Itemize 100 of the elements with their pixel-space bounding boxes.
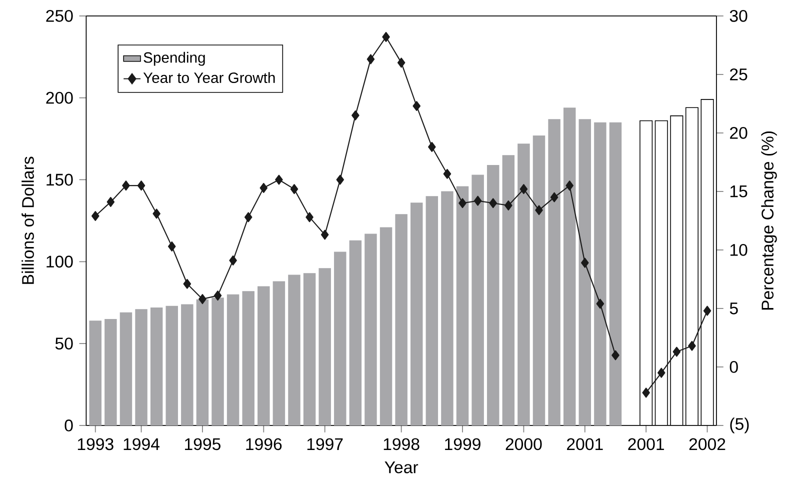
- x-tick-label: 1998: [384, 438, 420, 450]
- point: [612, 350, 620, 360]
- bar: [303, 273, 316, 426]
- bar: [578, 119, 592, 426]
- y-tick-label: 200: [46, 92, 73, 104]
- bar: [456, 186, 469, 426]
- x-tick-label: 1994: [124, 438, 160, 450]
- bar: [226, 294, 240, 426]
- x-tick-label: 1993: [78, 438, 114, 450]
- point: [91, 210, 100, 221]
- point: [275, 174, 283, 185]
- point: [688, 340, 696, 351]
- y-tick-label: 150: [46, 174, 73, 186]
- bar: [318, 268, 331, 426]
- bar: [166, 306, 178, 426]
- point: [672, 346, 681, 357]
- point: [366, 54, 375, 64]
- point: [229, 255, 237, 266]
- bar: [258, 286, 270, 426]
- x-tick-label: 1997: [307, 438, 343, 450]
- y-tick-label: 250: [46, 10, 73, 22]
- bar: [518, 144, 530, 426]
- bar: [548, 119, 560, 426]
- point: [412, 100, 421, 111]
- bar: [426, 196, 438, 426]
- legend-label: Spending: [144, 52, 205, 66]
- point: [183, 278, 192, 289]
- point: [382, 32, 390, 42]
- point: [306, 212, 314, 222]
- point: [122, 180, 130, 191]
- bar: [364, 234, 377, 426]
- bar: [135, 309, 148, 426]
- y2-tick-label: 0: [730, 360, 738, 373]
- bar: [272, 281, 286, 426]
- bar: [486, 164, 500, 426]
- y2-tick-label: 30: [730, 10, 748, 22]
- point: [550, 192, 558, 202]
- point: [443, 168, 452, 179]
- y-tick-label: 50: [55, 338, 73, 350]
- x-tick-label: 1999: [445, 438, 480, 450]
- bar: [89, 320, 102, 426]
- bar: [410, 202, 423, 426]
- y-axis-title: Billions of Dollars: [22, 156, 34, 284]
- bar: [594, 122, 606, 426]
- y-tick-label: 100: [46, 256, 73, 268]
- bar: [609, 122, 622, 426]
- x-axis-title: Year: [384, 462, 418, 474]
- point: [336, 174, 344, 185]
- bar: [242, 291, 254, 426]
- legend-label: Year to Year Growth: [143, 72, 275, 83]
- point: [642, 388, 650, 398]
- bar: [532, 135, 546, 426]
- y2-tick-label: 15: [730, 186, 748, 198]
- bar: [349, 240, 362, 426]
- point: [214, 290, 222, 301]
- bar: [380, 227, 392, 426]
- point: [458, 198, 466, 208]
- bar: [150, 307, 163, 426]
- point: [504, 200, 512, 210]
- x-tick-label: 2001: [567, 438, 603, 450]
- point: [168, 241, 176, 252]
- point: [489, 198, 497, 208]
- y2-tick-label: 5: [730, 302, 738, 314]
- point: [520, 184, 528, 194]
- point: [137, 180, 146, 191]
- bar: [104, 318, 117, 426]
- bar: [288, 274, 300, 426]
- point: [152, 208, 160, 219]
- x-tick-label: 1996: [246, 438, 282, 450]
- bar: [120, 312, 132, 426]
- x-tick-label: 2002: [689, 438, 726, 450]
- x-tick-label: 2001: [628, 438, 664, 450]
- point: [320, 230, 329, 240]
- bar: [472, 174, 484, 426]
- point: [474, 196, 482, 206]
- point: [260, 182, 268, 193]
- point: [535, 205, 543, 216]
- x-tick-label: 1995: [185, 438, 220, 450]
- point: [566, 180, 574, 191]
- point: [397, 58, 406, 68]
- bar: [441, 191, 454, 426]
- bar: [196, 299, 209, 426]
- point: [198, 294, 206, 304]
- bar: [212, 298, 224, 426]
- point: [352, 110, 360, 120]
- bar: [181, 304, 194, 426]
- x-tick-label: 2000: [506, 438, 542, 450]
- y2-tick-label: 10: [730, 244, 748, 256]
- point: [596, 298, 604, 309]
- y2-tick-label: 20: [730, 126, 748, 139]
- point: [428, 142, 436, 152]
- y2-tick-label: (5): [730, 418, 749, 434]
- point: [106, 196, 115, 207]
- y-tick-label: 0: [64, 419, 73, 432]
- bar: [502, 155, 515, 426]
- point: [703, 306, 712, 316]
- point: [244, 212, 252, 222]
- y2-tick-label: 25: [730, 68, 748, 80]
- bar: [395, 214, 408, 426]
- point: [657, 368, 666, 378]
